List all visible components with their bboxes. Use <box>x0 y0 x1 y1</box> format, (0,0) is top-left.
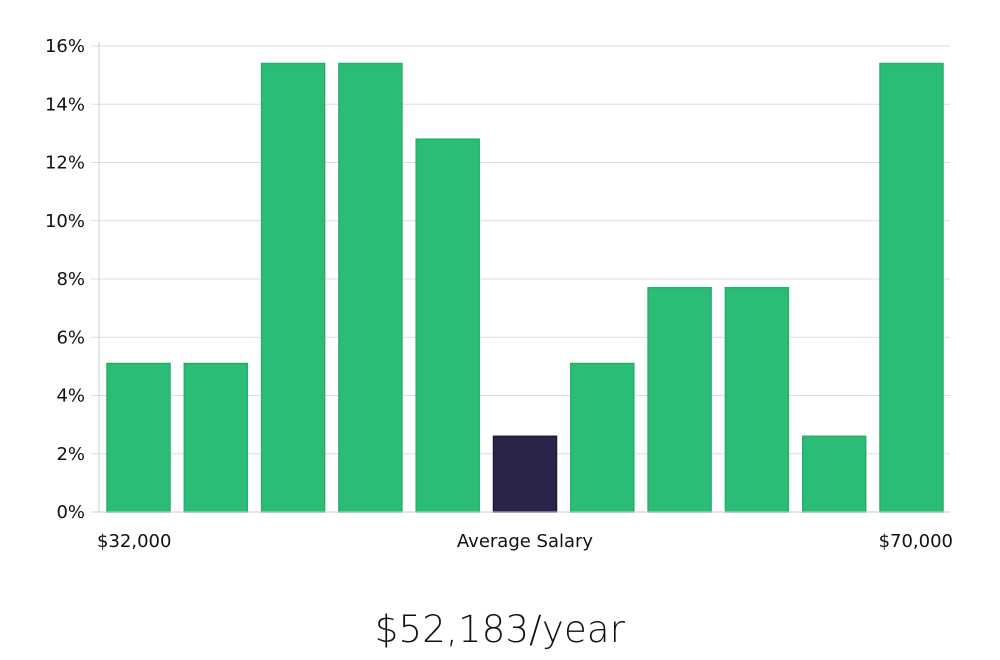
y-tick-label: 2% <box>56 444 85 465</box>
y-tick-label: 16% <box>45 36 85 57</box>
y-tick-label: 14% <box>45 94 85 115</box>
x-max-label: $70,000 <box>879 531 953 552</box>
bar <box>415 138 480 513</box>
y-tick-label: 8% <box>56 269 85 290</box>
bars <box>106 62 944 513</box>
y-tick-labels: 0% 2% 4% 6% 8% 10% 12% 14% 16% <box>45 36 85 523</box>
bar <box>260 62 326 513</box>
bar <box>570 362 635 513</box>
bar <box>106 362 171 513</box>
y-tick-label: 6% <box>56 327 85 348</box>
axes <box>91 42 950 513</box>
y-tick-label: 4% <box>56 386 85 407</box>
bar <box>183 362 249 513</box>
x-min-label: $32,000 <box>97 531 171 552</box>
bar <box>647 286 712 513</box>
bar <box>879 62 944 513</box>
bar <box>724 286 790 513</box>
x-axis-title: Average Salary <box>457 531 594 552</box>
y-tick-label: 0% <box>56 502 85 523</box>
y-tick-label: 10% <box>45 211 85 232</box>
bar-highlighted <box>492 435 558 513</box>
salary-distribution-chart: 0% 2% 4% 6% 8% 10% 12% 14% 16% $32,000 Average S… <box>45 36 953 552</box>
bar <box>801 435 867 513</box>
bar <box>338 62 403 513</box>
y-tick-label: 12% <box>45 153 85 174</box>
average-salary-value: $52,183/year <box>374 608 626 651</box>
